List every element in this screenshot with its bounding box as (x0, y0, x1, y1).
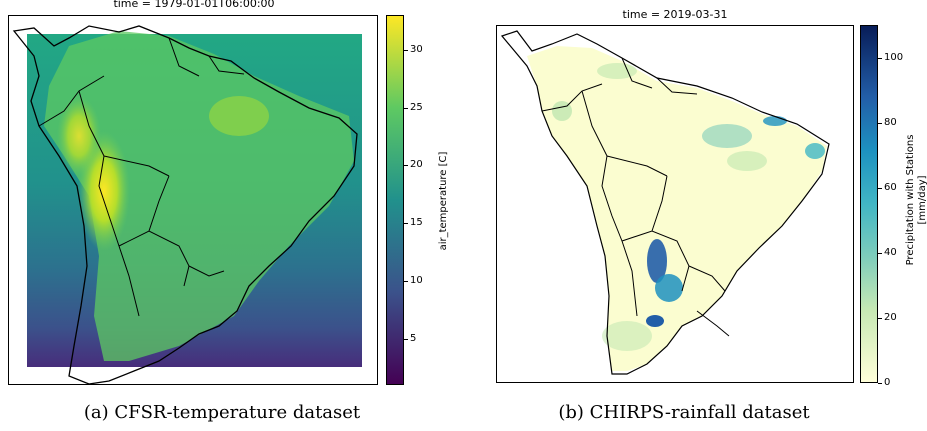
rainfall-borders (541, 57, 730, 337)
temperature-colorbar-tick-mark (404, 49, 408, 51)
temperature-colorbar-tick-mark (404, 165, 408, 167)
rainfall-colorbar-tick-mark (878, 187, 882, 189)
continent-fill (44, 31, 354, 361)
rainfall-colorbar (860, 25, 878, 383)
rainfall-colorbar-tick-mark (878, 317, 882, 319)
temperature-colorbar-tick-label: 30 (410, 43, 423, 55)
country-borders (38, 37, 245, 317)
map-b-title: time = 2019-03-31 (622, 8, 728, 21)
rainfall-continent (527, 46, 827, 371)
temperature-colorbar-tick-mark (404, 280, 408, 282)
rainfall-colorbar-tick-label: 20 (884, 311, 897, 323)
temperature-colorbar-tick-label: 20 (410, 159, 423, 171)
temperature-colorbar-tick-label: 15 (410, 217, 423, 229)
rainfall-coastline (500, 30, 830, 375)
rainfall-colorbar-tick-label: 0 (884, 377, 891, 388)
rainfall-colorbar-label: Precipitation with Stations [mm/day] (905, 115, 927, 285)
rainfall-colorbar-tick-label: 80 (884, 116, 897, 128)
coastline (12, 25, 358, 384)
rainfall-hotspots (552, 63, 825, 351)
rainfall-colorbar-label-line2: [mm/day] (917, 175, 927, 225)
temperature-colorbar-tick-mark (404, 338, 408, 340)
temperature-colorbar-tick-label: 25 (410, 101, 423, 113)
temperature-colorbar-tick-label: 5 (410, 332, 417, 344)
rainfall-colorbar-tick-mark (878, 122, 882, 124)
rainfall-map-svg (500, 30, 830, 375)
rainfall-colorbar-tick-mark (878, 383, 882, 384)
rainfall-colorbar-label-line1: Precipitation with Stations (905, 134, 916, 266)
map-a-title: time = 1979-01-01T06:00:00 (113, 0, 275, 10)
rainfall-colorbar-tick-mark (878, 57, 882, 59)
rainfall-colorbar-tick-label: 60 (884, 181, 897, 193)
temperature-colorbar-tick-mark (404, 223, 408, 225)
rainfall-map (496, 25, 854, 383)
temperature-map (8, 15, 378, 385)
rainfall-colorbar-tick-label: 40 (884, 246, 897, 258)
temperature-colorbar-tick-label: 10 (410, 274, 423, 286)
temperature-colorbar-label: air_temperature [C] (438, 151, 449, 251)
rainfall-colorbar-tick-label: 100 (884, 51, 904, 63)
temperature-map-svg (12, 25, 362, 384)
temperature-colorbar-tick-mark (404, 107, 408, 109)
temperature-colorbar (386, 15, 404, 385)
caption-b: (b) CHIRPS-rainfall dataset (558, 402, 810, 423)
rainfall-colorbar-tick-mark (878, 252, 882, 254)
caption-a: (a) CFSR-temperature dataset (83, 402, 361, 423)
